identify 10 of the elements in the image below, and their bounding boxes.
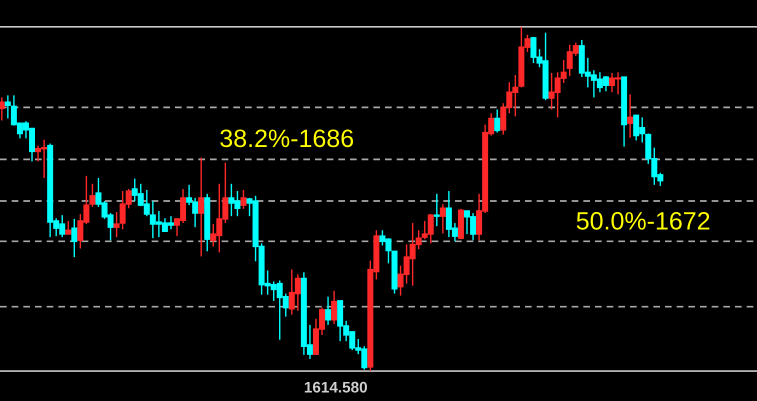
candlestick	[434, 193, 440, 227]
annotation: 1614.580	[304, 382, 367, 393]
candlestick	[331, 290, 338, 325]
candlestick	[198, 156, 204, 258]
candlestick	[627, 94, 634, 138]
annotation: 38.2%-1686	[220, 129, 354, 148]
candlestick	[440, 203, 446, 234]
candlestick	[114, 211, 120, 238]
annotation: 50.0%-1672	[576, 212, 710, 230]
candlestick	[71, 218, 78, 258]
